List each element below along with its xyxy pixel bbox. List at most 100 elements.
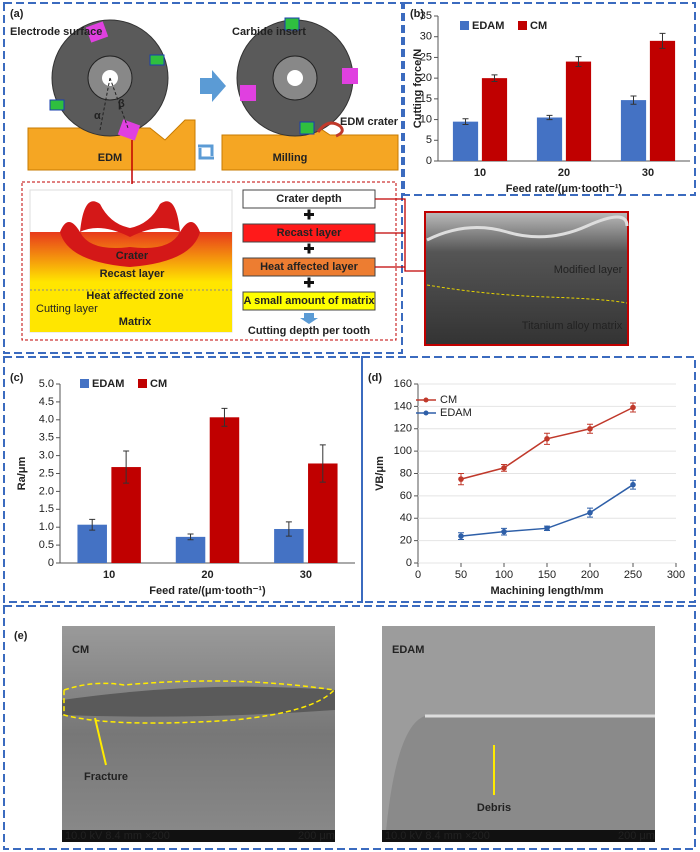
point [630, 481, 636, 488]
x-tick-label: 30 [300, 569, 312, 581]
y-tick-label: 4.5 [39, 396, 54, 408]
point [458, 533, 464, 539]
info-bar [62, 830, 335, 842]
y-tick-label: 40 [400, 512, 412, 524]
y-tick-label: 60 [400, 490, 412, 502]
point [587, 509, 593, 516]
pointer [94, 717, 107, 766]
border-b [403, 2, 696, 196]
x-tick-label: 30 [642, 167, 654, 179]
flow-label: A small amount of matrix [243, 295, 375, 307]
insert [299, 121, 315, 135]
bar [565, 61, 592, 162]
legend-label: EDAM [472, 20, 504, 32]
cutter-hole [287, 70, 303, 86]
y-tick-label: 35 [420, 10, 432, 22]
label: Debris [477, 802, 511, 814]
error-bar [123, 450, 130, 484]
angle-line [109, 77, 129, 129]
border-a [3, 2, 403, 354]
y-tick-label: 5 [426, 134, 432, 146]
x-axis-label: Feed rate/(μm·tooth⁻¹) [506, 183, 623, 195]
point [501, 528, 507, 535]
x-axis-label: Machining length/mm [490, 585, 603, 597]
arrow-down [300, 313, 318, 324]
sem-image [424, 211, 629, 346]
y-tick-label: 0 [426, 155, 432, 167]
surface-edge [426, 215, 629, 242]
label: Heat affected zone [86, 290, 183, 302]
label: β [118, 98, 125, 110]
x-tick-label: 300 [667, 569, 685, 581]
error-bar [575, 56, 582, 68]
y-axis-label: Cutting force/N [412, 49, 424, 128]
electrode-pad [85, 21, 109, 43]
y-tick-label: 1.5 [39, 503, 54, 515]
border-e [3, 605, 696, 850]
x-tick-label: 250 [624, 569, 642, 581]
flow-box [242, 291, 376, 311]
fracture-outline [63, 680, 336, 724]
cycle-icon [198, 144, 214, 160]
recast [60, 222, 200, 267]
error-bar [319, 444, 326, 483]
x-tick-label: 100 [495, 569, 513, 581]
error-bar [285, 521, 292, 537]
flow-label: Recast layer [277, 227, 343, 239]
legend-marker [423, 397, 429, 403]
legend-label: EDAM [92, 378, 124, 390]
label: 10.0 kV 8.4 mm ×200 [385, 830, 490, 842]
legend-label: CM [440, 394, 457, 406]
y-axis-label: VB/μm [374, 456, 386, 491]
label: EDM [98, 152, 122, 164]
flow-label: Heat affected layer [260, 261, 359, 273]
y-tick-label: 2.5 [39, 467, 54, 479]
plus-signs [304, 209, 314, 288]
bar [77, 524, 107, 563]
x-tick-label: 0 [415, 569, 421, 581]
angle-line [99, 77, 111, 131]
y-tick-label: 5.0 [39, 378, 54, 390]
insert [49, 99, 65, 111]
label: 10.0 kV 8.4 mm ×200 [65, 830, 170, 842]
error-bar [221, 407, 228, 427]
y-tick-label: 20 [400, 535, 412, 547]
y-tick-label: 4.0 [39, 414, 54, 426]
y-tick-label: 140 [394, 400, 412, 412]
label: Recast layer [100, 268, 166, 280]
panel-a-art [21, 17, 629, 346]
panel-borders [3, 2, 696, 850]
y-tick-label: 3.0 [39, 450, 54, 462]
electrode-pad [342, 68, 358, 84]
y-tick-label: 10 [420, 113, 432, 125]
point [458, 476, 464, 482]
label: Fracture [84, 771, 128, 783]
label: Carbide insert [232, 26, 306, 38]
error-bar [630, 95, 637, 105]
point [587, 425, 593, 432]
bar [536, 117, 563, 161]
y-axis-label: Ra/μm [16, 456, 28, 490]
y-tick-label: 0 [406, 557, 412, 569]
panel-label: (d) [368, 372, 382, 384]
info-bar [382, 830, 655, 842]
y-tick-label: 160 [394, 378, 412, 390]
label: Titanium alloy matrix [522, 320, 623, 332]
bar [649, 40, 676, 161]
label: EDM crater [340, 116, 399, 128]
label: CM [72, 644, 89, 656]
legend-swatch [80, 379, 89, 388]
label: Electrode surface [10, 26, 102, 38]
chip [316, 121, 344, 138]
sem-cm [62, 626, 335, 842]
x-tick-label: 200 [581, 569, 599, 581]
label: 200 μm [618, 830, 655, 842]
x-tick-label: 20 [201, 569, 213, 581]
error-bar [546, 114, 553, 121]
label: Crater [116, 250, 149, 262]
panel-e-art [62, 626, 655, 842]
label: Milling [273, 152, 308, 164]
y-tick-label: 0 [48, 557, 54, 569]
insert [284, 17, 300, 31]
bar [175, 536, 206, 563]
